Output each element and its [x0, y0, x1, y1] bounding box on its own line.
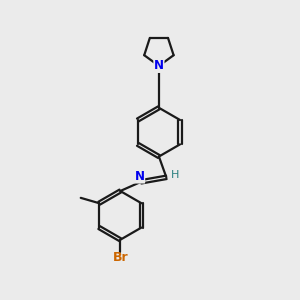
Text: N: N — [154, 59, 164, 72]
Text: Br: Br — [112, 251, 128, 264]
Text: H: H — [170, 170, 179, 180]
Text: N: N — [135, 170, 145, 183]
